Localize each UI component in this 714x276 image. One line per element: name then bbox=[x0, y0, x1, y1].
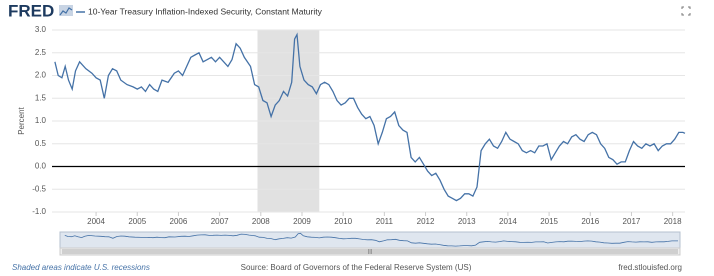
x-tick-label: 2005 bbox=[128, 217, 146, 226]
x-tick-label: 2007 bbox=[211, 217, 229, 226]
x-tick-label: 2017 bbox=[623, 217, 641, 226]
x-tick-label: 2015 bbox=[540, 217, 558, 226]
y-tick-label: 0.0 bbox=[35, 162, 47, 171]
x-tick-label: 2009 bbox=[293, 217, 311, 226]
y-axis-label: Percent bbox=[17, 106, 26, 134]
x-tick-label: 2004 bbox=[87, 217, 105, 226]
x-tick-label: 2006 bbox=[170, 217, 188, 226]
logo-icon bbox=[59, 5, 73, 16]
y-tick-label: -0.5 bbox=[32, 184, 46, 193]
recession-note: Shaded areas indicate U.S. recessions bbox=[12, 263, 150, 272]
navigator-line bbox=[64, 232, 678, 247]
legend-text: 10-Year Treasury Inflation-Indexed Secur… bbox=[88, 6, 323, 16]
y-tick-label: 3.0 bbox=[35, 25, 47, 34]
svg-text:|||: ||| bbox=[368, 249, 372, 255]
x-tick-label: 2013 bbox=[458, 217, 476, 226]
y-tick-label: 2.0 bbox=[35, 71, 47, 80]
data-line bbox=[54, 32, 686, 202]
navigator[interactable]: ||| bbox=[59, 231, 681, 256]
y-tick-label: 0.5 bbox=[35, 139, 47, 148]
x-tick-label: 2011 bbox=[376, 217, 394, 226]
y-tick-label: 1.0 bbox=[35, 116, 47, 125]
fullscreen-icon[interactable] bbox=[681, 6, 691, 16]
source-note: Source: Board of Governors of the Federa… bbox=[241, 263, 472, 272]
y-tick-label: 2.5 bbox=[35, 48, 47, 57]
x-tick-label: 2010 bbox=[334, 217, 352, 226]
x-tick-label: 2014 bbox=[499, 217, 517, 226]
x-tick-label: 2016 bbox=[581, 217, 599, 226]
x-tick-label: 2012 bbox=[417, 217, 435, 226]
x-tick-label: 2008 bbox=[252, 217, 270, 226]
y-tick-label: 1.5 bbox=[35, 93, 47, 102]
brand-logo: FRED bbox=[8, 1, 54, 20]
site-link[interactable]: fred.stlouisfed.org bbox=[618, 263, 682, 272]
y-tick-label: -1.0 bbox=[32, 207, 46, 216]
x-tick-label: 2018 bbox=[664, 217, 682, 226]
plot-area: 3.0 2.5 2.0 1.5 1.0 0.5 0.0 -0.5 -1.0 2004 2005 200… bbox=[32, 25, 686, 226]
